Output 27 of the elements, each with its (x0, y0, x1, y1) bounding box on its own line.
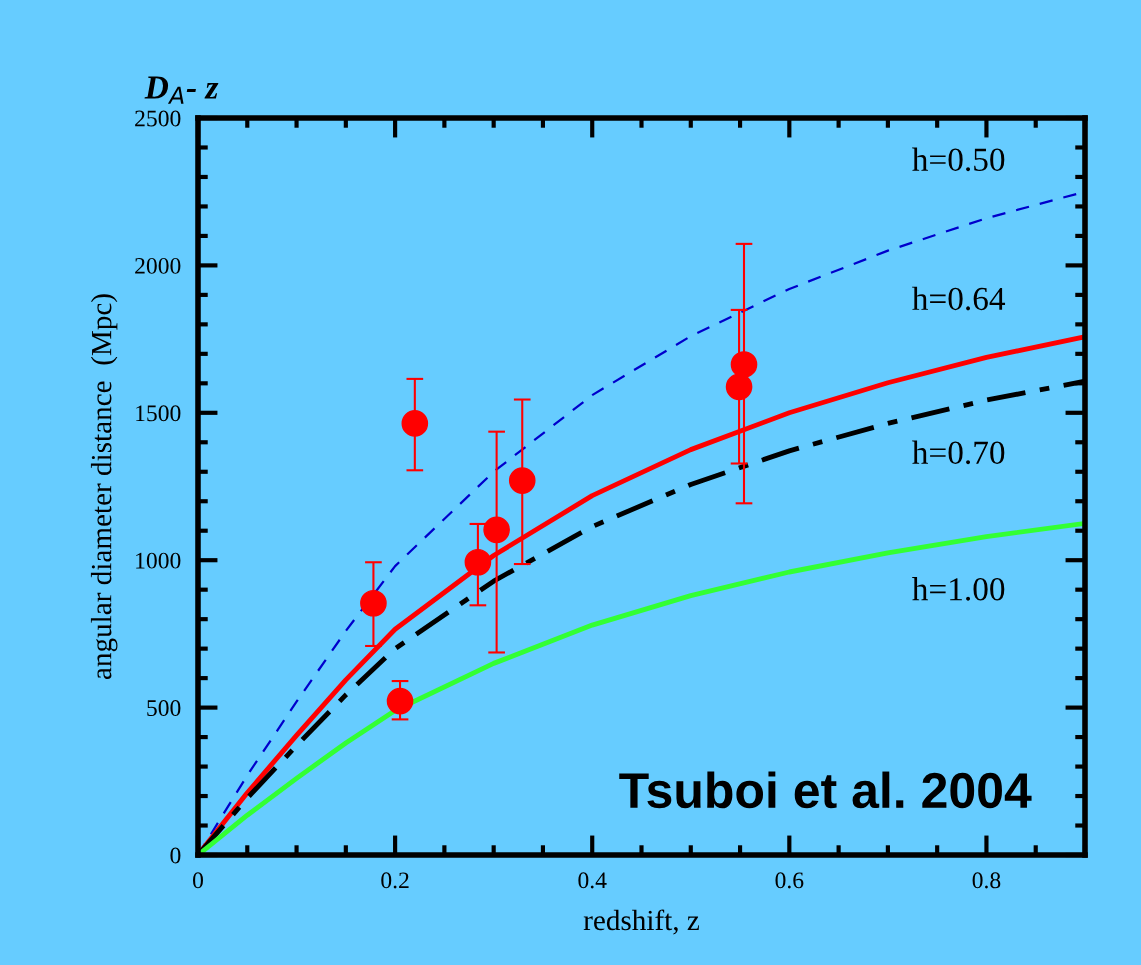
y-axis-title: angular diameter distance (Mpc) (90, 294, 118, 680)
annotation: h=1.00 (912, 577, 1005, 601)
y-tick-label: 2500 (135, 110, 181, 127)
annotation: h=0.50 (912, 147, 1005, 172)
annotation: h=0.70 (912, 440, 1005, 465)
y-tick-label: 1500 (136, 405, 181, 422)
point (508, 467, 536, 494)
x-axis-title: redshift, z (583, 909, 699, 935)
chart-title: D$_{A}$- z (144, 76, 219, 104)
point (483, 516, 510, 544)
point (464, 548, 492, 576)
annotation: h=0.64 (912, 286, 1006, 311)
point (386, 687, 414, 715)
y-tick-label: 1000 (136, 552, 181, 569)
x-tick-label: 0.4 (578, 872, 607, 889)
point (401, 410, 429, 437)
x-tick-label: 0.8 (972, 872, 1001, 889)
point (360, 589, 387, 617)
point (725, 373, 753, 401)
point (730, 351, 758, 378)
y-tick-label: 0 (170, 847, 181, 864)
x-tick-label: 0 (193, 872, 203, 889)
y-tick-label: 500 (147, 700, 181, 717)
x-tick-label: 0.2 (381, 872, 409, 889)
annotation: Tsuboi et al. 2004 (619, 771, 1032, 809)
x-tick-label: 0.6 (775, 872, 804, 889)
y-tick-label: 2000 (135, 257, 181, 274)
